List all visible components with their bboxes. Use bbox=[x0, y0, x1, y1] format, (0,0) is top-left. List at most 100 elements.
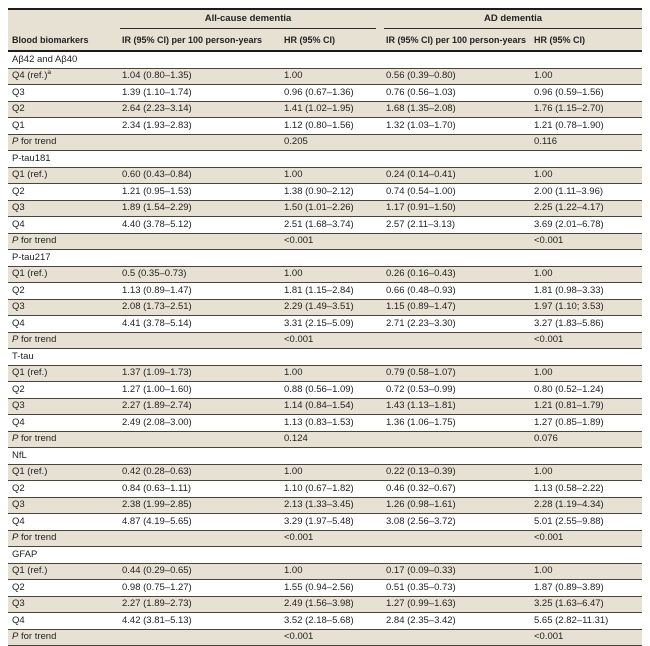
ad-ir-cell: 0.74 (0.54–1.00) bbox=[384, 183, 532, 201]
allcause-hr-cell: 1.00 bbox=[282, 266, 384, 283]
ad-ir-cell: 1.27 (0.99–1.63) bbox=[384, 596, 532, 613]
allcause-ir-cell bbox=[120, 233, 282, 250]
row-label: Q3 bbox=[8, 84, 120, 102]
row-label: Q3 bbox=[8, 299, 120, 316]
p-for-trend-row: P for trend <0.001 <0.001 bbox=[8, 629, 643, 646]
allcause-ir-cell: 0.44 (0.29–0.65) bbox=[120, 563, 282, 580]
ad-ir-cell: 0.46 (0.32–0.67) bbox=[384, 480, 532, 498]
section-header-row: P-tau181 bbox=[8, 150, 643, 168]
ad-ir-cell: 1.36 (1.06–1.75) bbox=[384, 414, 532, 432]
allcause-ir-cell bbox=[120, 530, 282, 547]
ad-hr-cell: 0.116 bbox=[532, 134, 643, 151]
quartile-row: Q2 2.64 (2.23–3.14) 1.41 (1.02–1.95) 1.68 (… bbox=[8, 101, 643, 118]
row-label: Q3 bbox=[8, 200, 120, 217]
quartile-row: Q3 1.39 (1.10–1.74) 0.96 (0.67–1.36) 0.76 (… bbox=[8, 84, 643, 102]
column-header-ad-hr: HR (95% CI) bbox=[532, 29, 643, 52]
quartile-row: Q3 2.27 (1.89–2.74) 1.14 (0.84–1.54) 1.43 (… bbox=[8, 398, 643, 415]
p-for-trend-row: P for trend 0.124 0.076 bbox=[8, 431, 643, 448]
ad-ir-cell: 0.26 (0.16–0.43) bbox=[384, 266, 532, 283]
allcause-hr-cell: 1.00 bbox=[282, 68, 384, 85]
allcause-ir-cell: 1.21 (0.95–1.53) bbox=[120, 183, 282, 201]
allcause-ir-cell: 2.38 (1.99–2.85) bbox=[120, 497, 282, 514]
row-label: Q2 bbox=[8, 101, 120, 118]
quartile-row: Q1 (ref.) 0.5 (0.35–0.73) 1.00 0.26 (0.16–0… bbox=[8, 266, 643, 283]
column-header-allcause-hr: HR (95% CI) bbox=[282, 29, 384, 52]
ad-ir-cell bbox=[384, 332, 532, 349]
allcause-hr-cell: 1.13 (0.83–1.53) bbox=[282, 414, 384, 432]
allcause-ir-cell: 2.27 (1.89–2.74) bbox=[120, 398, 282, 415]
ad-hr-cell: <0.001 bbox=[532, 332, 643, 349]
quartile-row: Q4 4.87 (4.19–5.65) 3.29 (1.97–5.48) 3.08 (… bbox=[8, 513, 643, 531]
row-label: Q4 bbox=[8, 612, 120, 630]
ad-hr-cell: 1.00 bbox=[532, 464, 643, 481]
quartile-row: Q1 (ref.) 0.44 (0.29–0.65) 1.00 0.17 (0.09–… bbox=[8, 563, 643, 580]
row-label: Q2 bbox=[8, 579, 120, 597]
ad-hr-cell: 1.21 (0.78–1.90) bbox=[532, 117, 643, 135]
quartile-row: Q1 (ref.) 0.42 (0.28–0.63) 1.00 0.22 (0.13–… bbox=[8, 464, 643, 481]
row-label: Q4 bbox=[8, 315, 120, 333]
ad-hr-cell: 1.27 (0.85–1.89) bbox=[532, 414, 643, 432]
biomarker-table-container: All-cause dementia AD dementia Blood bio… bbox=[8, 8, 643, 646]
allcause-hr-cell: 1.00 bbox=[282, 563, 384, 580]
allcause-hr-cell: <0.001 bbox=[282, 629, 384, 646]
allcause-ir-cell: 2.34 (1.93–2.83) bbox=[120, 117, 282, 135]
row-label: Q4 bbox=[8, 216, 120, 234]
ad-ir-cell: 2.57 (2.11–3.13) bbox=[384, 216, 532, 234]
quartile-row: Q1 (ref.) 0.60 (0.43–0.84) 1.00 0.24 (0.14–… bbox=[8, 167, 643, 184]
allcause-hr-cell: 0.96 (0.67–1.36) bbox=[282, 84, 384, 102]
allcause-hr-cell: <0.001 bbox=[282, 332, 384, 349]
row-label: Q1 (ref.) bbox=[8, 266, 120, 283]
allcause-ir-cell: 4.41 (3.78–5.14) bbox=[120, 315, 282, 333]
allcause-hr-cell: 1.38 (0.90–2.12) bbox=[282, 183, 384, 201]
quartile-row: Q3 2.27 (1.89–2.73) 2.49 (1.56–3.98) 1.27 (… bbox=[8, 596, 643, 613]
row-label: Q3 bbox=[8, 398, 120, 415]
allcause-hr-cell: 2.29 (1.49–3.51) bbox=[282, 299, 384, 316]
ad-ir-cell: 0.56 (0.39–0.80) bbox=[384, 68, 532, 85]
section-title: GFAP bbox=[8, 546, 643, 564]
footnote-marker: a bbox=[47, 68, 51, 76]
allcause-hr-cell: 0.88 (0.56–1.09) bbox=[282, 381, 384, 399]
row-label: Q1 bbox=[8, 117, 120, 135]
allcause-hr-cell: 1.00 bbox=[282, 464, 384, 481]
allcause-hr-cell: 1.14 (0.84–1.54) bbox=[282, 398, 384, 415]
allcause-ir-cell: 0.60 (0.43–0.84) bbox=[120, 167, 282, 184]
row-label: Q2 bbox=[8, 381, 120, 399]
quartile-row: Q1 2.34 (1.93–2.83) 1.12 (0.80–1.56) 1.32 (… bbox=[8, 117, 643, 135]
row-label: Q4 bbox=[8, 414, 120, 432]
allcause-ir-cell: 2.08 (1.73–2.51) bbox=[120, 299, 282, 316]
allcause-ir-cell: 1.89 (1.54–2.29) bbox=[120, 200, 282, 217]
ad-hr-cell: 1.21 (0.81–1.79) bbox=[532, 398, 643, 415]
ad-hr-cell: 1.00 bbox=[532, 167, 643, 184]
p-for-trend-row: P for trend 0.205 0.116 bbox=[8, 134, 643, 151]
allcause-hr-cell: 1.00 bbox=[282, 365, 384, 382]
row-label: Q3 bbox=[8, 596, 120, 613]
allcause-hr-cell: 2.49 (1.56–3.98) bbox=[282, 596, 384, 613]
column-header-row: Blood biomarkers IR (95% CI) per 100 per… bbox=[8, 29, 643, 52]
row-label: P for trend bbox=[8, 134, 120, 151]
row-label: Q4 bbox=[8, 513, 120, 531]
row-label: P for trend bbox=[8, 233, 120, 250]
row-label: Q2 bbox=[8, 282, 120, 300]
ad-ir-cell bbox=[384, 134, 532, 151]
allcause-ir-cell bbox=[120, 134, 282, 151]
allcause-hr-cell: 1.41 (1.02–1.95) bbox=[282, 101, 384, 118]
ad-hr-cell: 3.69 (2.01–6.78) bbox=[532, 216, 643, 234]
allcause-hr-cell: 2.51 (1.68–3.74) bbox=[282, 216, 384, 234]
allcause-ir-cell: 1.39 (1.10–1.74) bbox=[120, 84, 282, 102]
allcause-hr-cell: 3.29 (1.97–5.48) bbox=[282, 513, 384, 531]
column-header-biomarker: Blood biomarkers bbox=[8, 29, 120, 52]
allcause-ir-cell: 4.42 (3.81–5.13) bbox=[120, 612, 282, 630]
group-header-spacer bbox=[8, 9, 120, 30]
ad-hr-cell: 2.00 (1.11–3.96) bbox=[532, 183, 643, 201]
allcause-ir-cell: 0.42 (0.28–0.63) bbox=[120, 464, 282, 481]
allcause-ir-cell: 2.49 (2.08–3.00) bbox=[120, 414, 282, 432]
ad-ir-cell: 0.66 (0.48–0.93) bbox=[384, 282, 532, 300]
ad-hr-cell: 3.27 (1.83–5.86) bbox=[532, 315, 643, 333]
ad-hr-cell: 2.25 (1.22–4.17) bbox=[532, 200, 643, 217]
ad-hr-cell: 0.96 (0.59–1.56) bbox=[532, 84, 643, 102]
allcause-hr-cell: 0.124 bbox=[282, 431, 384, 448]
ad-ir-cell: 3.08 (2.56–3.72) bbox=[384, 513, 532, 531]
quartile-row: Q2 1.27 (1.00–1.60) 0.88 (0.56–1.09) 0.72 (… bbox=[8, 381, 643, 399]
section-title: T-tau bbox=[8, 348, 643, 366]
ad-ir-cell: 1.68 (1.35–2.08) bbox=[384, 101, 532, 118]
